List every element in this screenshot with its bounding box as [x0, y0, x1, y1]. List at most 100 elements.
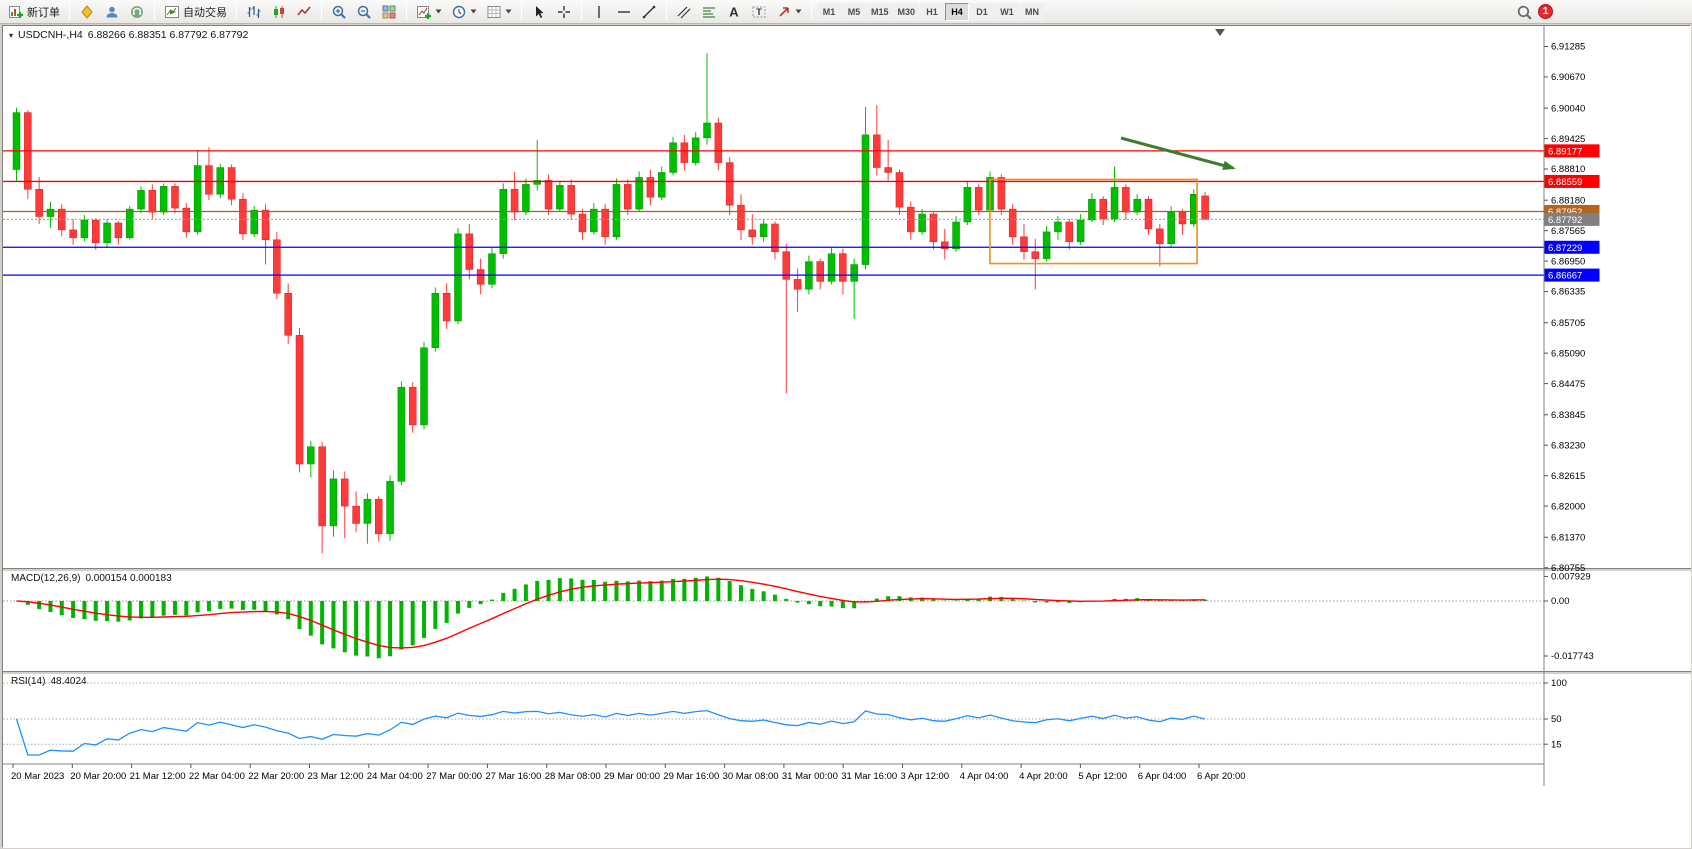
- macd-indicator: [3, 576, 1544, 659]
- zoom-in-button[interactable]: [327, 2, 351, 22]
- period-button-h1[interactable]: H1: [920, 2, 945, 21]
- svg-text:6.90040: 6.90040: [1551, 103, 1585, 114]
- period-button-m5[interactable]: M5: [842, 2, 866, 21]
- candlestick-chart-button[interactable]: [267, 2, 291, 22]
- vertical-line-button[interactable]: [587, 2, 611, 22]
- bid-price-tag: 6.87792: [1544, 212, 1600, 226]
- chart-window: 6.91285 6.90670 6.90040 6.89425 6.88810 6.881…: [2, 25, 1691, 848]
- svg-text:20 Mar 20:00: 20 Mar 20:00: [70, 771, 126, 782]
- svg-text:3 Apr 12:00: 3 Apr 12:00: [901, 771, 950, 782]
- separator: [69, 3, 70, 20]
- new-order-label: 新订单: [27, 6, 60, 19]
- period-button-w1[interactable]: W1: [995, 2, 1020, 21]
- market-button[interactable]: [75, 2, 99, 22]
- svg-text:4 Apr 04:00: 4 Apr 04:00: [960, 771, 1009, 782]
- bar-chart-icon: [246, 4, 262, 20]
- text-button[interactable]: A: [722, 2, 746, 22]
- period-button-d1[interactable]: D1: [970, 2, 995, 21]
- text-label-button[interactable]: T: [747, 2, 771, 22]
- macd-splitter[interactable]: [3, 568, 1691, 571]
- search-icon: [1516, 4, 1533, 21]
- autotrading-label: 自动交易: [183, 6, 227, 19]
- support-button[interactable]: [125, 2, 149, 22]
- vertical-line-icon: [591, 4, 607, 20]
- svg-text:6.89425: 6.89425: [1551, 134, 1585, 145]
- period-button-h4[interactable]: H4: [945, 2, 970, 21]
- separator: [406, 3, 407, 20]
- trendline-button[interactable]: [637, 2, 661, 22]
- svg-text:6.85090: 6.85090: [1551, 348, 1585, 359]
- cursor-icon: [531, 4, 547, 20]
- support-icon: [129, 4, 145, 20]
- trend-arrow[interactable]: [1120, 136, 1234, 170]
- macd-signal-line: [16, 578, 1206, 649]
- crosshair-button[interactable]: [552, 2, 576, 22]
- cursor-button[interactable]: [527, 2, 551, 22]
- arrows-button[interactable]: [772, 2, 806, 22]
- chart-canvas[interactable]: 6.91285 6.90670 6.90040 6.89425 6.88810 6.881…: [3, 26, 1691, 848]
- macd-values: 0.000154 0.000183: [85, 573, 172, 584]
- rsi-splitter[interactable]: [3, 671, 1691, 674]
- timeframes-button[interactable]: [447, 2, 481, 22]
- candlestick-icon: [271, 4, 287, 20]
- svg-text:6.84475: 6.84475: [1551, 379, 1585, 390]
- window-menu-icon[interactable]: ▾: [9, 30, 14, 40]
- chevron-down-icon: [505, 9, 512, 14]
- separator: [321, 3, 322, 20]
- svg-text:T: T: [756, 7, 762, 17]
- tile-windows-button[interactable]: [377, 2, 401, 22]
- fibonacci-button[interactable]: [697, 2, 721, 22]
- chart-shift-marker[interactable]: [1215, 29, 1225, 36]
- search-button[interactable]: [1512, 2, 1537, 22]
- rsi-value: 48.4024: [50, 676, 87, 687]
- chevron-down-icon: [795, 9, 802, 14]
- chevron-down-icon: [470, 9, 477, 14]
- macd-indicator-label: MACD(12,26,9) 0.000154 0.000183: [11, 573, 172, 584]
- svg-text:6.91285: 6.91285: [1551, 42, 1585, 53]
- svg-text:6.83845: 6.83845: [1551, 410, 1585, 421]
- svg-text:6.83230: 6.83230: [1551, 440, 1585, 451]
- svg-text:6.86950: 6.86950: [1551, 256, 1585, 267]
- new-order-button[interactable]: 新订单: [4, 2, 64, 22]
- svg-text:6.86335: 6.86335: [1551, 287, 1585, 298]
- line-price-tag: 6.89177: [1544, 144, 1600, 158]
- svg-text:6.88180: 6.88180: [1551, 195, 1585, 206]
- period-button-m1[interactable]: M1: [817, 2, 841, 21]
- bar-chart-button[interactable]: [242, 2, 266, 22]
- svg-text:6.89177: 6.89177: [1548, 146, 1582, 157]
- tile-windows-icon: [381, 4, 397, 20]
- horizontal-line-button[interactable]: [612, 2, 636, 22]
- svg-text:5 Apr 12:00: 5 Apr 12:00: [1078, 771, 1127, 782]
- svg-text:6.87792: 6.87792: [1548, 215, 1582, 226]
- svg-text:27 Mar 00:00: 27 Mar 00:00: [426, 771, 482, 782]
- notification-badge[interactable]: 1: [1538, 4, 1553, 19]
- autotrading-button[interactable]: 自动交易: [160, 2, 231, 22]
- market-icon: [79, 4, 95, 20]
- line-chart-button[interactable]: [292, 2, 316, 22]
- svg-text:6.87565: 6.87565: [1551, 226, 1585, 237]
- zoom-out-button[interactable]: [352, 2, 376, 22]
- symbol-period-label: USDCNH-,H4: [18, 29, 83, 41]
- period-button-mn[interactable]: MN: [1020, 2, 1045, 21]
- svg-text:0.00: 0.00: [1551, 596, 1570, 607]
- toolbar: 新订单 自动交易 A T: [0, 0, 1692, 24]
- horizontal-line-icon: [616, 4, 632, 20]
- clock-icon: [451, 4, 467, 20]
- period-button-m15[interactable]: M15: [867, 2, 893, 21]
- svg-text:6.86667: 6.86667: [1548, 271, 1582, 282]
- svg-text:6.87952: 6.87952: [1548, 207, 1582, 218]
- separator: [811, 3, 812, 20]
- profile-button[interactable]: [100, 2, 124, 22]
- range-rectangle[interactable]: [989, 178, 1198, 265]
- channel-button[interactable]: [672, 2, 696, 22]
- svg-text:6.88559: 6.88559: [1548, 177, 1582, 188]
- line-price-tag: 6.86667: [1544, 268, 1600, 282]
- svg-text:4 Apr 20:00: 4 Apr 20:00: [1019, 771, 1068, 782]
- templates-button[interactable]: [482, 2, 516, 22]
- svg-text:22 Mar 04:00: 22 Mar 04:00: [189, 771, 245, 782]
- period-button-m30[interactable]: M30: [893, 2, 920, 21]
- svg-text:31 Mar 00:00: 31 Mar 00:00: [782, 771, 838, 782]
- svg-text:27 Mar 16:00: 27 Mar 16:00: [485, 771, 541, 782]
- indicators-button[interactable]: [412, 2, 446, 22]
- rsi-line: [15, 709, 1206, 756]
